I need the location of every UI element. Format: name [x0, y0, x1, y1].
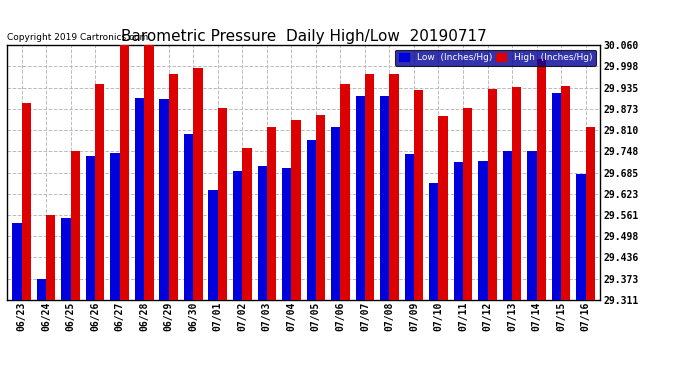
Bar: [527, 151, 537, 300]
Bar: [159, 99, 169, 300]
Bar: [355, 96, 365, 300]
Bar: [21, 103, 31, 300]
Bar: [429, 183, 438, 300]
Bar: [488, 89, 497, 300]
Bar: [463, 108, 472, 300]
Bar: [478, 161, 488, 300]
Bar: [306, 140, 316, 300]
Bar: [291, 120, 301, 300]
Bar: [438, 116, 448, 300]
Bar: [561, 86, 571, 300]
Bar: [404, 154, 414, 300]
Bar: [282, 168, 291, 300]
Bar: [61, 217, 70, 300]
Bar: [70, 150, 80, 300]
Bar: [86, 156, 95, 300]
Bar: [257, 166, 267, 300]
Bar: [503, 151, 512, 300]
Title: Barometric Pressure  Daily High/Low  20190717: Barometric Pressure Daily High/Low 20190…: [121, 29, 486, 44]
Bar: [414, 90, 423, 300]
Bar: [37, 279, 46, 300]
Bar: [12, 224, 21, 300]
Bar: [340, 84, 350, 300]
Bar: [331, 127, 340, 300]
Legend: Low  (Inches/Hg), High  (Inches/Hg): Low (Inches/Hg), High (Inches/Hg): [395, 50, 595, 66]
Bar: [193, 68, 203, 300]
Bar: [267, 128, 276, 300]
Bar: [144, 45, 154, 300]
Bar: [453, 162, 463, 300]
Bar: [110, 153, 119, 300]
Bar: [208, 190, 218, 300]
Bar: [218, 108, 227, 300]
Text: Copyright 2019 Cartronics.com: Copyright 2019 Cartronics.com: [7, 33, 148, 42]
Bar: [365, 74, 374, 300]
Bar: [576, 174, 586, 300]
Bar: [380, 96, 389, 300]
Bar: [316, 115, 325, 300]
Bar: [119, 45, 129, 300]
Bar: [169, 74, 178, 300]
Bar: [95, 84, 104, 300]
Bar: [389, 74, 399, 300]
Bar: [537, 58, 546, 300]
Bar: [512, 87, 522, 300]
Bar: [135, 98, 144, 300]
Bar: [46, 215, 55, 300]
Bar: [552, 93, 561, 300]
Bar: [184, 134, 193, 300]
Bar: [242, 148, 252, 300]
Bar: [586, 127, 595, 300]
Bar: [233, 171, 242, 300]
